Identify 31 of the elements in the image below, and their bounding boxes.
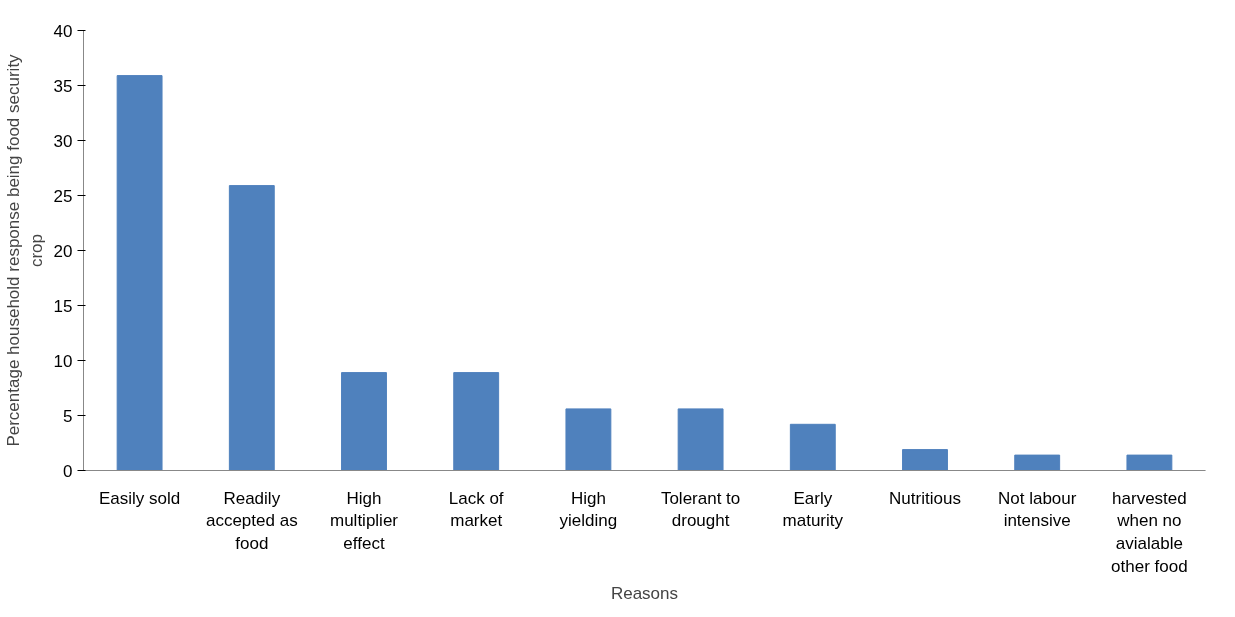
x-axis-title: Reasons xyxy=(610,583,679,603)
y-tick-label: 0 xyxy=(63,461,73,481)
bar xyxy=(677,408,724,471)
bar xyxy=(565,408,612,471)
x-tick-label: Nutritious xyxy=(889,488,961,508)
bar xyxy=(1126,454,1173,471)
x-tick-label: Readily accepted as food xyxy=(205,488,298,554)
y-tick-label: 20 xyxy=(53,241,73,261)
y-axis-title: Percentage household response being food security crop xyxy=(3,53,46,447)
y-tick-label: 40 xyxy=(53,21,73,41)
y-tick-label: 35 xyxy=(53,76,73,96)
x-tick-label: Tolerant to drought xyxy=(660,488,741,531)
bar xyxy=(789,423,836,471)
bar xyxy=(1014,454,1061,471)
y-tick-label: 15 xyxy=(53,296,73,316)
x-tick-label: High multiplier effect xyxy=(329,488,399,554)
bar xyxy=(341,372,387,471)
bar xyxy=(453,372,500,471)
x-tick-label: High yielding xyxy=(559,488,618,531)
x-tick-label: Early maturity xyxy=(782,488,844,531)
x-tick-label: Lack of market xyxy=(448,488,504,531)
y-tick-label: 10 xyxy=(53,351,73,371)
x-tick-label: harvested when no avialable other food xyxy=(1111,488,1188,576)
bar xyxy=(228,185,275,471)
bar xyxy=(902,449,948,471)
x-tick-label: Not labour intensive xyxy=(997,488,1077,531)
y-tick-label: 30 xyxy=(53,131,73,151)
y-tick-label: 5 xyxy=(63,406,73,426)
x-tick-label: Easily sold xyxy=(98,488,181,508)
y-tick-label: 25 xyxy=(53,186,73,206)
bar xyxy=(116,75,163,471)
